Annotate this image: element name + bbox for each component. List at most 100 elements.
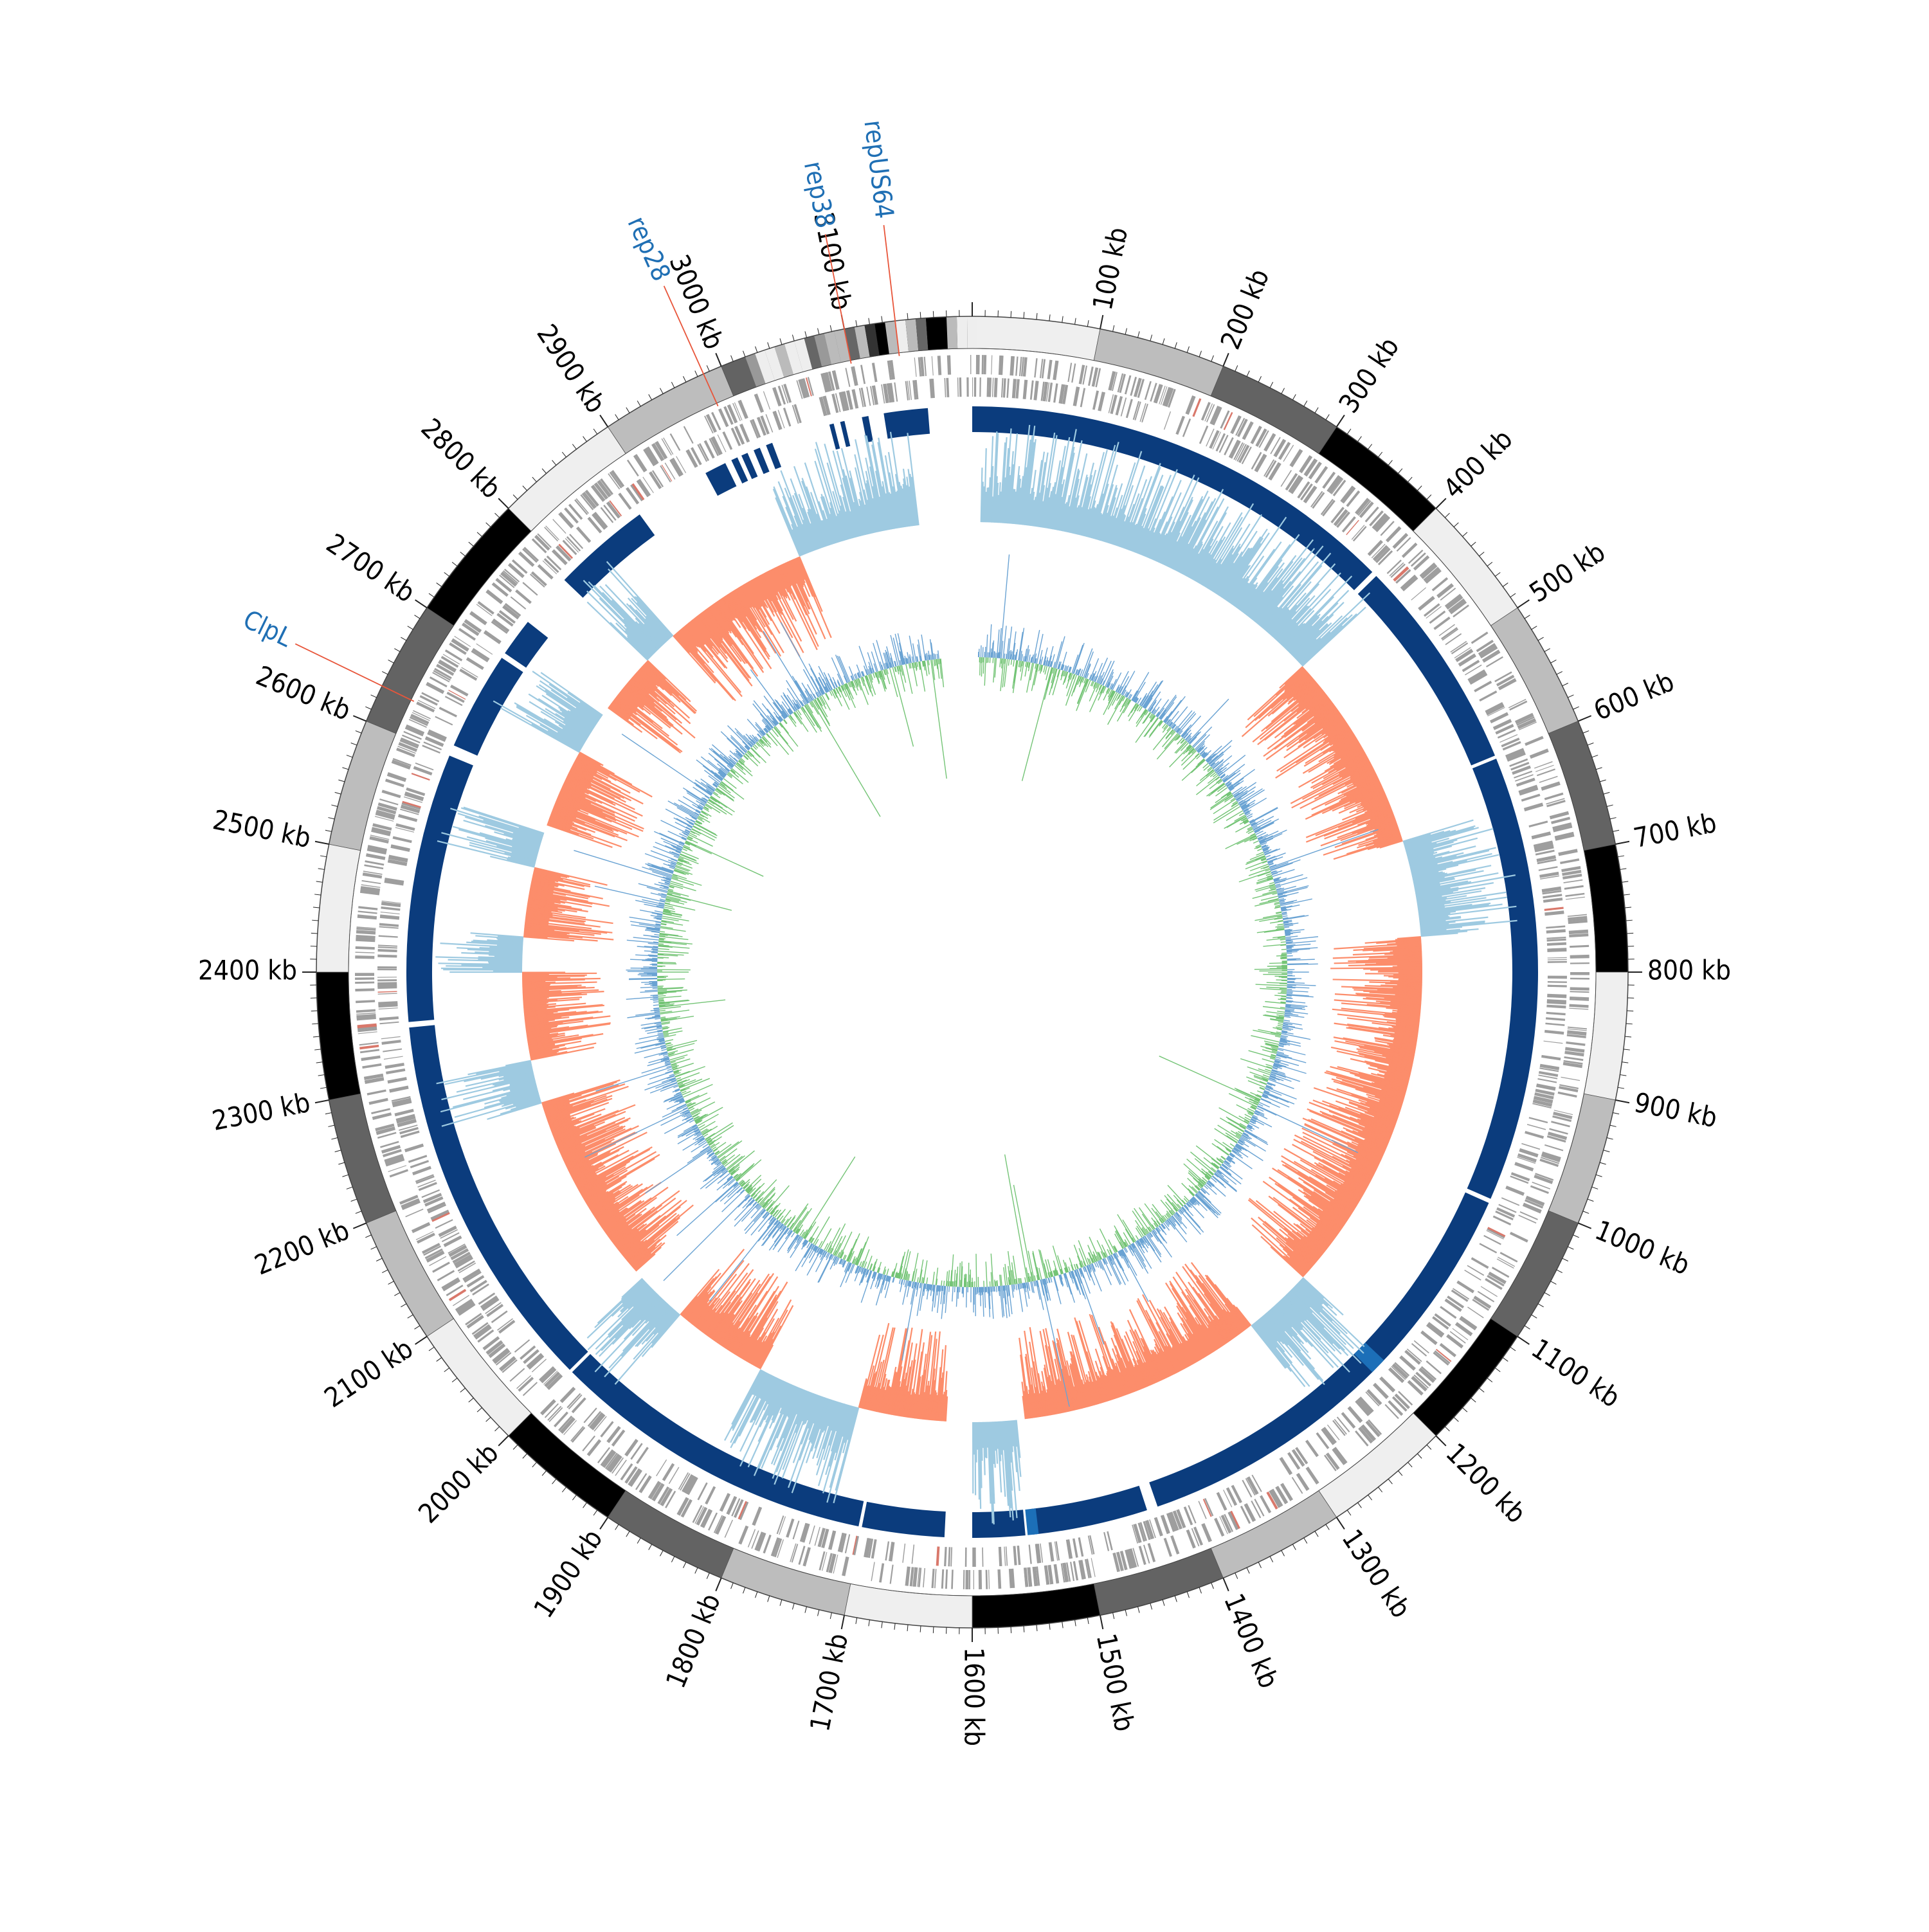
tick-mark — [1588, 743, 1593, 745]
cds-feature — [412, 1222, 430, 1233]
tick-mark — [933, 1627, 934, 1633]
tick-mark — [856, 320, 857, 327]
cds-feature — [439, 707, 457, 717]
tick-mark — [1618, 1087, 1624, 1088]
tick-label: 1900 kb — [527, 1524, 608, 1623]
gc-content-down-bar — [1044, 665, 1046, 673]
cds-feature — [1145, 381, 1152, 400]
cds-feature — [1001, 378, 1004, 397]
tick-mark — [869, 318, 870, 325]
tick-mark — [338, 1162, 345, 1164]
cds-feature — [1170, 1535, 1179, 1555]
gc-content-up-bar — [1073, 645, 1083, 674]
cds-feature — [982, 355, 984, 374]
cds-feature — [611, 470, 624, 487]
cds-feature — [412, 1166, 431, 1175]
tick-mark — [1199, 1587, 1201, 1593]
tick-mark — [347, 755, 352, 757]
tick-mark — [429, 593, 434, 597]
tick-mark — [1607, 1138, 1613, 1140]
tick-mark — [523, 1454, 527, 1458]
cds-feature — [1204, 1498, 1213, 1516]
cds-feature — [793, 1521, 800, 1539]
cds-feature — [1388, 1400, 1403, 1416]
gc-content-down-bar — [1257, 849, 1262, 851]
tick-mark — [1270, 382, 1273, 388]
cds-feature — [738, 1526, 748, 1545]
tick-mark — [1326, 1524, 1329, 1530]
tick-mark — [444, 1368, 449, 1372]
tick-mark — [1398, 469, 1402, 474]
cds-feature — [1353, 526, 1367, 541]
cds-feature — [914, 357, 917, 377]
contig-band — [972, 316, 1100, 361]
gc-content-up-bar — [1171, 707, 1188, 727]
cds-feature — [988, 1570, 990, 1589]
cds-feature — [1543, 1041, 1562, 1044]
cds-feature — [1530, 748, 1549, 759]
tick-mark — [1075, 318, 1076, 325]
contig-band — [608, 1491, 733, 1578]
tick-mark — [1427, 495, 1431, 500]
tick-mark — [1615, 1100, 1629, 1103]
gc-content-down-bar — [1196, 777, 1219, 795]
tick-mark — [353, 1223, 366, 1228]
tick-mark — [532, 477, 537, 482]
cds-feature — [1479, 691, 1497, 701]
cds-feature — [377, 966, 397, 968]
cds-feature — [1543, 898, 1562, 903]
cds-feature — [575, 498, 589, 514]
cds-feature — [662, 465, 673, 482]
tick-mark — [460, 552, 466, 556]
tick-mark — [1138, 331, 1140, 338]
tick-mark — [316, 1062, 323, 1063]
cds-feature — [1500, 1252, 1518, 1263]
cds-feature — [1558, 849, 1577, 856]
gc-content-up-bar — [1177, 712, 1195, 733]
tick-mark — [842, 1615, 844, 1629]
cds-feature — [1527, 1124, 1546, 1130]
cds-feature — [912, 1544, 915, 1564]
cds-feature — [1570, 962, 1589, 964]
cds-feature — [965, 1570, 968, 1589]
tick-mark — [1620, 1075, 1626, 1076]
skew-positive-bar — [1384, 976, 1422, 977]
cds-feature — [522, 582, 538, 595]
cds-feature — [365, 860, 384, 865]
cds-feature — [587, 1440, 601, 1456]
gc-content-up-bar — [1055, 642, 1062, 669]
tick-mark — [542, 469, 546, 474]
tick-mark — [1600, 780, 1606, 782]
cds-feature — [442, 1277, 460, 1290]
tick-mark — [1622, 1062, 1628, 1063]
tick-mark — [408, 626, 413, 629]
cds-feature — [1450, 641, 1467, 653]
cds-feature — [393, 836, 412, 843]
cds-feature — [670, 433, 681, 451]
cds-feature — [1186, 1530, 1196, 1549]
cds-feature — [1548, 961, 1567, 963]
tick-mark — [320, 856, 327, 857]
cds-feature — [879, 1563, 884, 1582]
tick-mark — [1087, 1618, 1089, 1624]
cds-feature — [381, 1040, 401, 1045]
tick-mark — [780, 1600, 782, 1606]
tick-mark — [552, 1479, 556, 1484]
cds-feature — [383, 1049, 402, 1052]
cds-feature — [572, 1397, 586, 1413]
tick-mark — [615, 1524, 619, 1530]
skew-negative-bar — [732, 1371, 763, 1431]
gc-content-down-bar — [1170, 745, 1191, 767]
cds-feature — [355, 955, 374, 959]
tick-mark — [768, 342, 770, 348]
cds-feature — [627, 460, 639, 476]
gc-content-down-bar — [1074, 676, 1080, 692]
cds-feature — [1054, 1564, 1060, 1584]
cds-feature — [1544, 1030, 1564, 1034]
contig-band — [1094, 1548, 1223, 1615]
tick-mark — [1532, 626, 1537, 629]
gc-content-down-bar — [1014, 660, 1017, 683]
cds-feature — [1006, 1546, 1008, 1566]
tick-label: 2300 kb — [210, 1087, 313, 1137]
tick-mark — [495, 513, 500, 518]
